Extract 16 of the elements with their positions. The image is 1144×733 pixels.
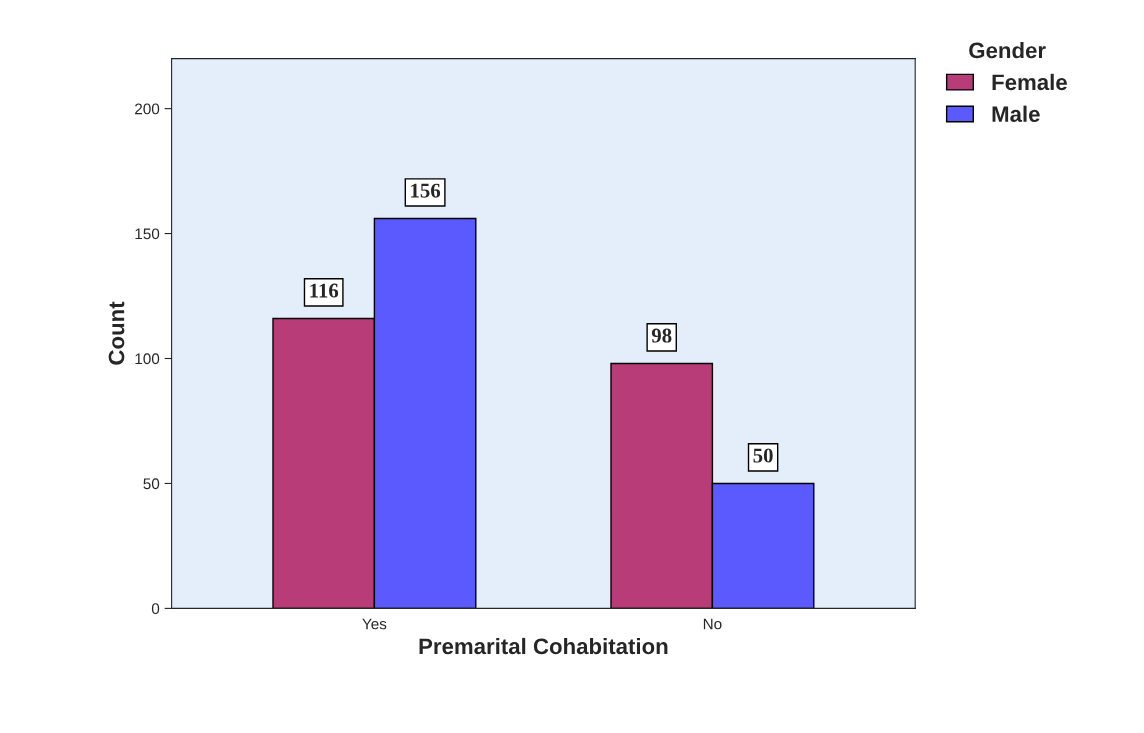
legend-label: Female xyxy=(992,73,1067,91)
y-tick-label: 100 xyxy=(135,353,160,365)
x-axis-title: Premarital Cohabitation xyxy=(419,637,668,655)
x-tick-label: Yes xyxy=(362,618,387,630)
x-tick-label: No xyxy=(703,618,722,630)
y-tick-label: 200 xyxy=(135,103,160,115)
y-tick-label: 150 xyxy=(135,228,160,240)
data-label: 50 xyxy=(753,448,773,463)
legend-title: Gender xyxy=(969,41,1046,59)
data-label: 98 xyxy=(651,328,672,343)
y-axis-title: Count xyxy=(108,301,125,365)
legend-label: Male xyxy=(992,105,1040,122)
y-tick-label: 0 xyxy=(151,603,160,615)
data-label: 156 xyxy=(411,183,441,198)
y-tick-label: 50 xyxy=(143,478,160,490)
data-label: 116 xyxy=(310,283,339,298)
